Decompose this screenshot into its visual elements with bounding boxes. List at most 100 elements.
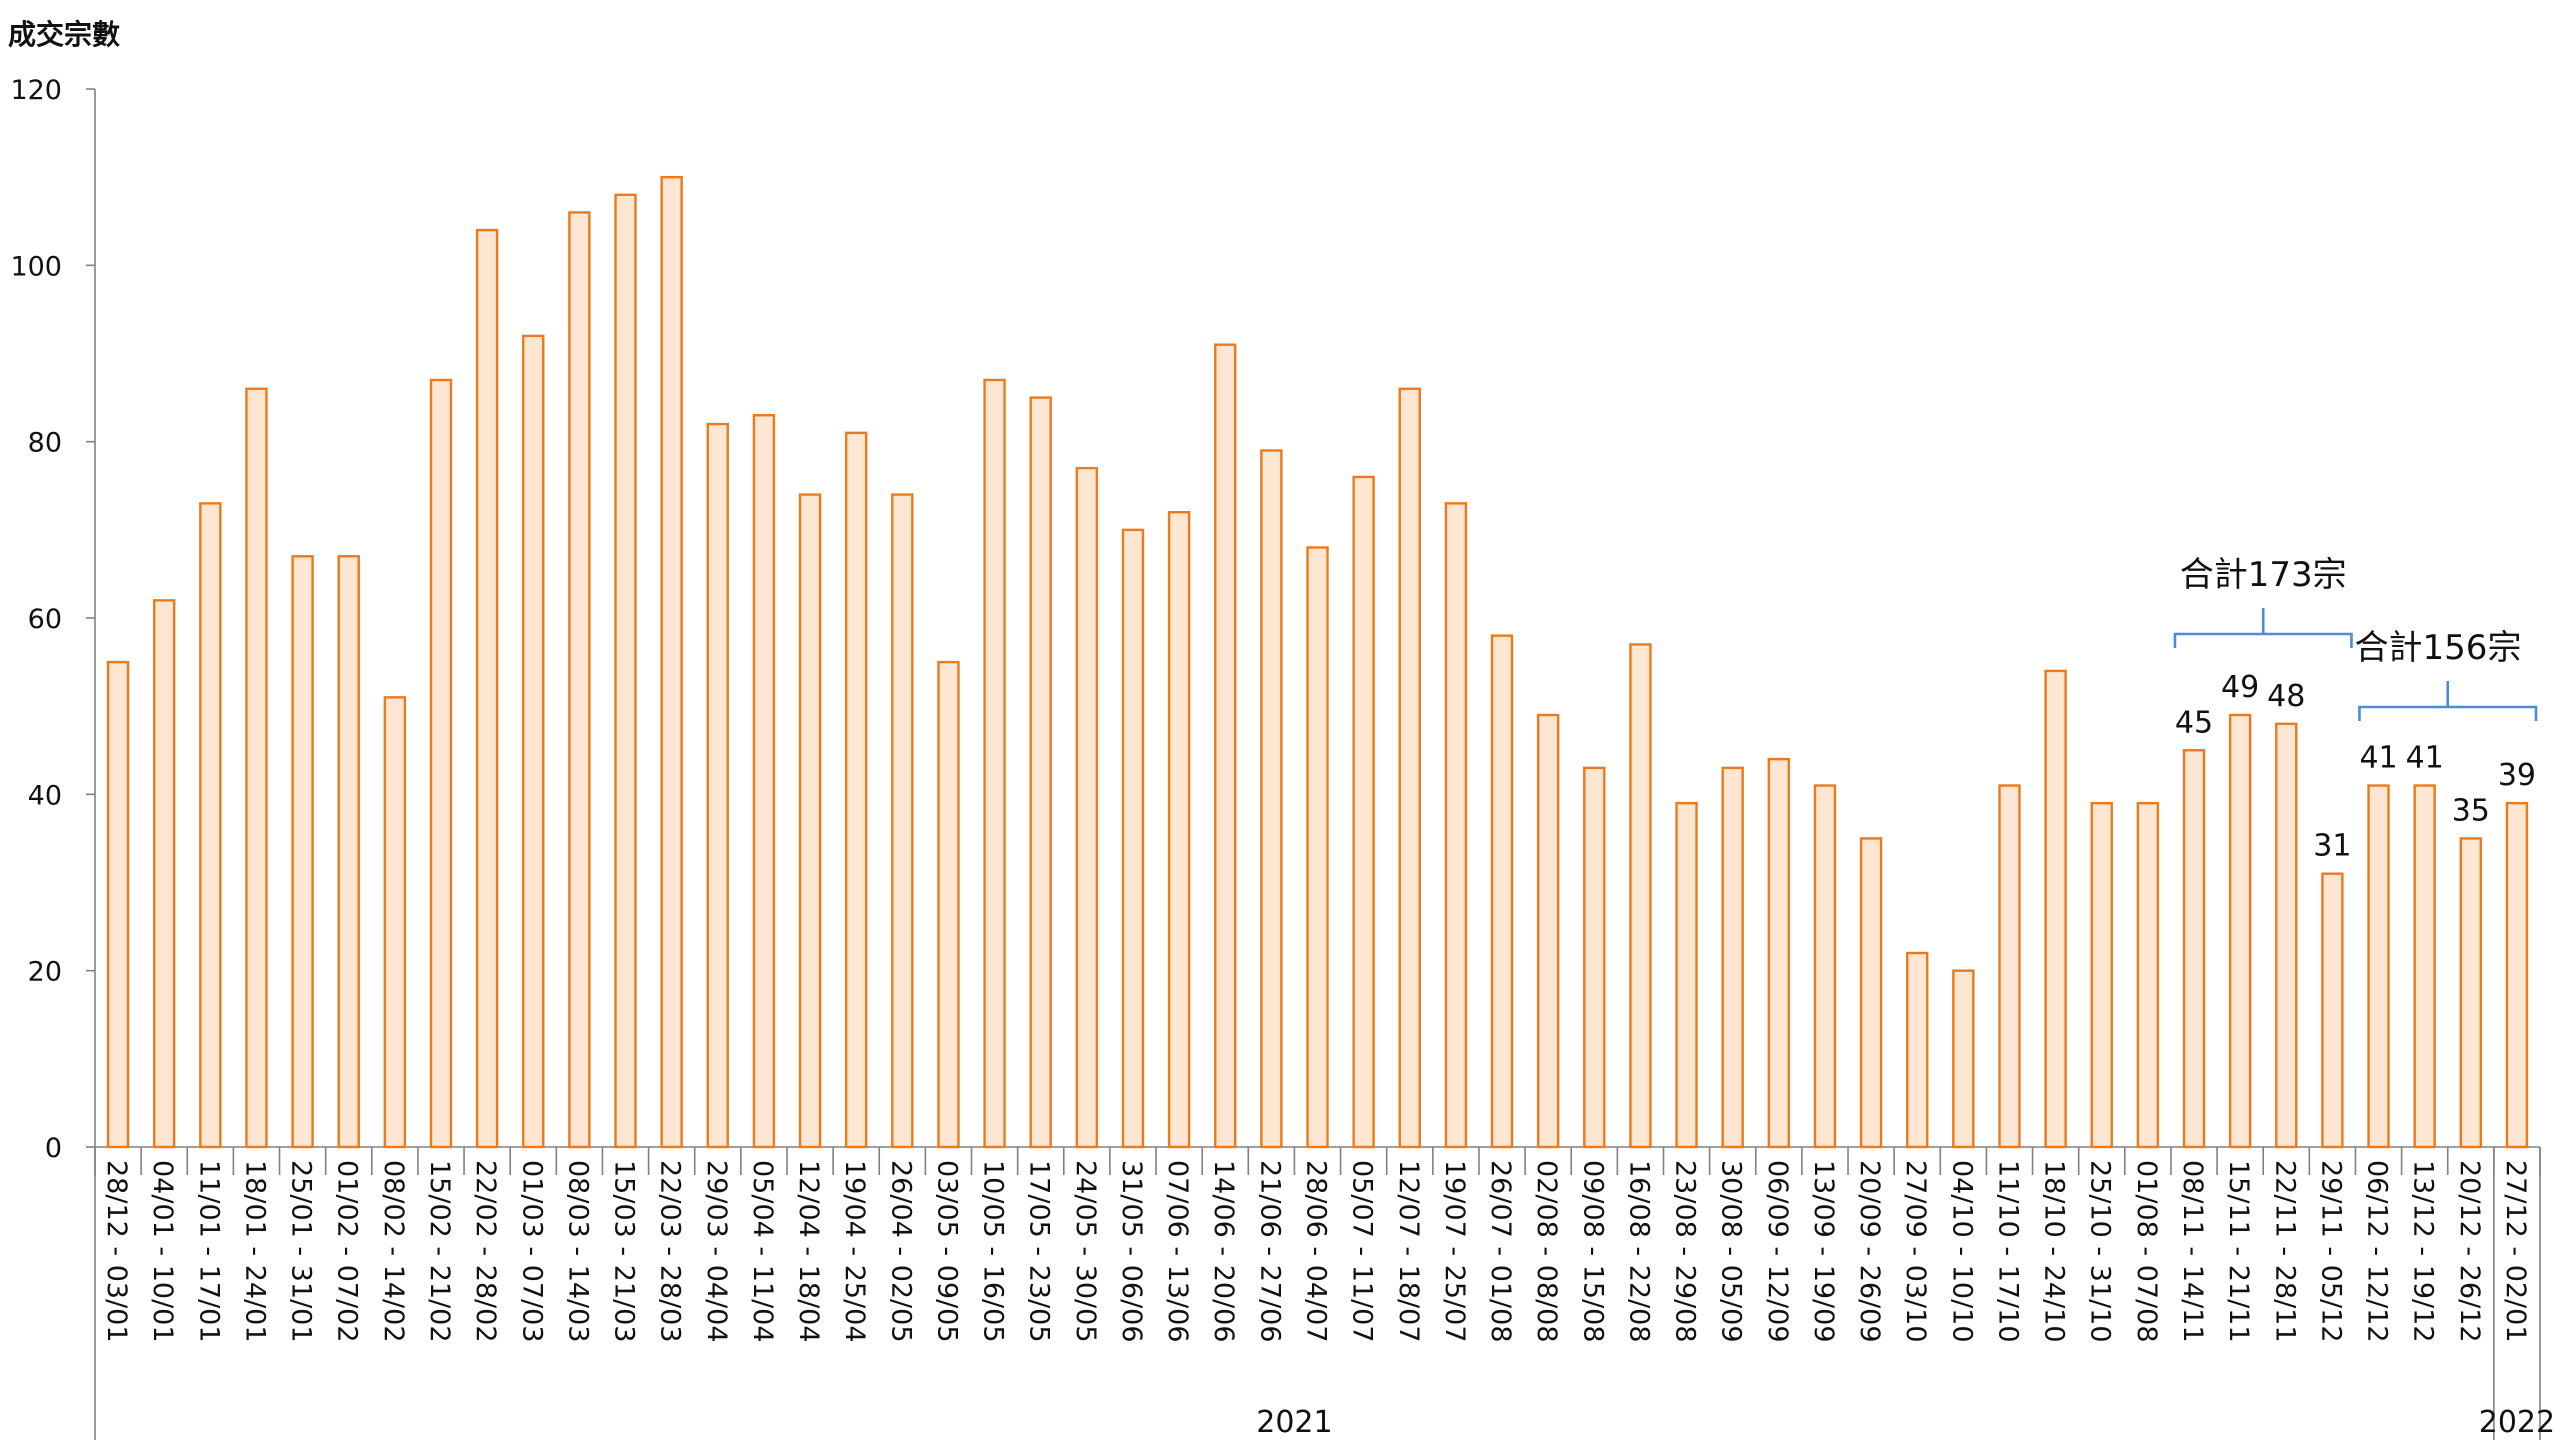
y-axis-title: 成交宗數 — [8, 18, 120, 51]
bar — [1352, 475, 1375, 1149]
x-tick-label: 23/08 - 29/08 — [1670, 1160, 1701, 1343]
data-label: 49 — [2221, 670, 2259, 705]
x-tick-label: 19/07 - 25/07 — [1439, 1160, 1470, 1343]
bar — [1675, 801, 1698, 1149]
x-tick-label: 12/04 - 18/04 — [793, 1160, 824, 1343]
x-tick-label: 06/12 - 12/12 — [2362, 1160, 2393, 1343]
bar — [937, 660, 960, 1149]
x-tick-label: 22/11 - 28/11 — [2269, 1160, 2300, 1343]
x-tick-label: 22/03 - 28/03 — [655, 1160, 686, 1343]
data-label: 41 — [2359, 741, 2397, 776]
x-tick-label: 18/10 - 24/10 — [2039, 1160, 2070, 1343]
axes-layer — [86, 88, 2541, 1440]
bar — [1214, 343, 1237, 1149]
bar — [1767, 757, 1791, 1149]
bar — [1906, 951, 1929, 1149]
x-tick-label: 08/02 - 14/02 — [378, 1160, 409, 1343]
x-tick-label: 04/10 - 10/10 — [1946, 1160, 1977, 1343]
x-tick-label: 16/08 - 22/08 — [1623, 1160, 1654, 1343]
bar — [1721, 766, 1744, 1149]
bar — [2321, 872, 2344, 1149]
x-tick-label: 28/06 - 04/07 — [1301, 1160, 1332, 1343]
bar — [2182, 749, 2206, 1149]
x-tick-label: 28/12 - 03/01 — [101, 1160, 132, 1343]
x-tick-label: 27/09 - 03/10 — [1900, 1160, 1931, 1343]
x-tick-label: 29/11 - 05/12 — [2315, 1160, 2346, 1343]
x-tick-label: 13/12 - 19/12 — [2408, 1160, 2439, 1343]
bar — [614, 193, 637, 1149]
x-tick-label: 07/06 - 13/06 — [1162, 1160, 1193, 1343]
x-tick-label: 26/04 - 02/05 — [885, 1160, 916, 1343]
x-tick-label: 02/08 - 08/08 — [1531, 1160, 1562, 1343]
bar — [1444, 502, 1468, 1149]
x-tick-label: 13/09 - 19/09 — [1808, 1160, 1839, 1343]
x-tick-label: 09/08 - 15/08 — [1577, 1160, 1608, 1343]
data-label: 45 — [2175, 705, 2213, 740]
x-tick-label: 15/02 - 21/02 — [424, 1160, 455, 1343]
bar — [1306, 546, 1329, 1149]
bar — [1075, 466, 1099, 1149]
bar — [706, 422, 729, 1149]
x-tick-label: 29/03 - 04/04 — [701, 1160, 732, 1343]
bar — [1629, 643, 1652, 1149]
year-group-label: 2021 — [1256, 1405, 1332, 1440]
bar — [2228, 713, 2252, 1149]
bar — [798, 493, 822, 1149]
x-tick-label: 11/10 - 17/10 — [1992, 1160, 2023, 1343]
y-tick-label: 20 — [28, 957, 62, 988]
bar — [522, 334, 545, 1149]
x-tick-label: 22/02 - 28/02 — [470, 1160, 501, 1343]
bar — [1859, 837, 1883, 1149]
bar — [291, 555, 314, 1149]
labels-layer: 0 20 40 60 80 100 120 2021 2022 28/12 - 03/01 04/0… — [10, 75, 2555, 1440]
y-tick-label: 100 — [10, 251, 62, 282]
bar — [2136, 801, 2160, 1149]
bar — [429, 378, 453, 1149]
x-tick-label: 18/01 - 24/01 — [239, 1160, 270, 1343]
x-tick-label: 05/07 - 11/07 — [1347, 1160, 1378, 1343]
bars-layer — [106, 175, 2529, 1149]
x-tick-label: 19/04 - 25/04 — [839, 1160, 870, 1343]
data-label: 39 — [2498, 758, 2536, 793]
x-tick-label: 01/03 - 07/03 — [516, 1160, 547, 1343]
x-tick-label: 04/01 - 10/01 — [147, 1160, 178, 1343]
y-tick-label: 0 — [45, 1133, 62, 1164]
data-label: 48 — [2267, 679, 2305, 714]
x-tick-label: 14/06 - 20/06 — [1208, 1160, 1239, 1343]
x-tick-label: 31/05 - 06/06 — [1116, 1160, 1147, 1343]
bar — [1167, 511, 1191, 1149]
bar — [1121, 528, 1145, 1149]
x-tick-label: 12/07 - 18/07 — [1393, 1160, 1424, 1343]
x-tick-label: 03/05 - 09/05 — [931, 1160, 962, 1343]
x-tick-label: 25/10 - 31/10 — [2085, 1160, 2116, 1343]
bar — [891, 493, 914, 1149]
bar — [1536, 713, 1560, 1149]
year-group-label: 2022 — [2479, 1405, 2555, 1440]
bar — [1813, 784, 1837, 1149]
y-tick-label: 80 — [28, 428, 62, 459]
bar — [568, 211, 591, 1149]
annotation-label: 合計173宗 — [2180, 555, 2347, 595]
data-label: 35 — [2452, 793, 2490, 828]
bar — [1029, 396, 1052, 1149]
bar — [2367, 784, 2390, 1149]
y-tick-label: 120 — [10, 75, 62, 106]
x-tick-label: 20/09 - 26/09 — [1854, 1160, 1885, 1343]
annotation-bracket — [2173, 608, 2353, 648]
x-tick-label: 15/03 - 21/03 — [609, 1160, 640, 1343]
bar — [475, 228, 499, 1149]
x-tick-label: 26/07 - 01/08 — [1485, 1160, 1516, 1343]
annotation-label: 合計156宗 — [2355, 628, 2522, 668]
bar — [199, 502, 222, 1149]
bar — [1260, 449, 1283, 1149]
x-tick-label: 17/05 - 23/05 — [1024, 1160, 1055, 1343]
bar — [383, 696, 407, 1149]
x-tick-label: 20/12 - 26/12 — [2454, 1160, 2485, 1343]
x-tick-label: 30/08 - 05/09 — [1716, 1160, 1747, 1343]
bar — [660, 175, 683, 1149]
bar — [752, 414, 776, 1149]
x-tick-label: 24/05 - 30/05 — [1070, 1160, 1101, 1343]
bar — [1398, 387, 1421, 1149]
